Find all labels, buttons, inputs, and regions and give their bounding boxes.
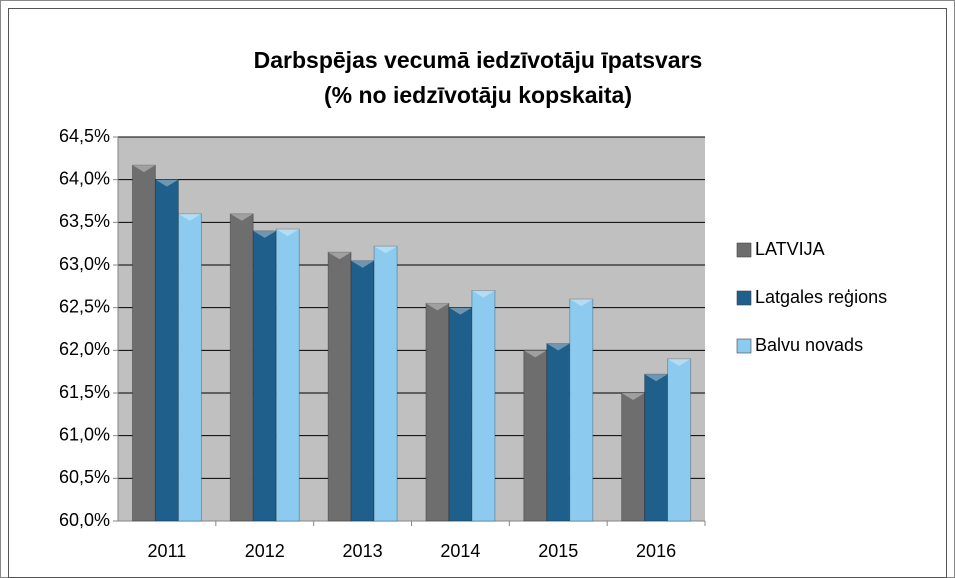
x-tick-label: 2012	[245, 541, 285, 561]
bar	[229, 213, 254, 522]
bar-bevel	[471, 290, 495, 298]
legend-label: LATVIJA	[755, 239, 825, 259]
bar	[350, 260, 375, 522]
x-tick-label: 2015	[538, 541, 578, 561]
legend-swatch	[736, 242, 752, 258]
legend-label: Balvu novads	[755, 335, 863, 355]
bar-bevel	[253, 230, 277, 238]
bar-bevel	[328, 252, 352, 260]
y-tick-label: 64,0%	[59, 168, 110, 188]
bar-bevel	[132, 165, 156, 173]
bar	[131, 164, 156, 522]
x-tick-label: 2014	[440, 541, 480, 561]
bar-bevel	[621, 393, 645, 400]
bar	[154, 179, 179, 522]
bar	[569, 298, 594, 522]
bar	[471, 290, 496, 522]
y-tick-label: 60,5%	[59, 467, 110, 487]
y-tick-label: 63,5%	[59, 211, 110, 231]
bar-bevel	[178, 213, 202, 221]
bar-bevel	[155, 179, 179, 187]
bar-bevel	[448, 307, 472, 315]
bar-bevel	[546, 343, 570, 351]
bar-bevel	[230, 213, 254, 221]
y-tick-label: 60,0%	[59, 510, 110, 530]
plot-area	[118, 137, 705, 521]
chart-subtitle: (% no iedzīvotāju kopskaita)	[324, 82, 632, 108]
bar	[275, 228, 300, 522]
legend-label: Latgales reģions	[755, 287, 887, 307]
bar-bevel	[523, 350, 547, 358]
bar	[448, 307, 473, 522]
bar	[644, 373, 669, 522]
bar	[621, 392, 646, 522]
y-tick-label: 63,0%	[59, 254, 110, 274]
bar	[425, 302, 450, 522]
chart-title: Darbspējas vecumā iedzīvotāju īpatsvars	[254, 47, 703, 73]
y-tick-label: 62,0%	[59, 339, 110, 359]
bar	[667, 358, 692, 522]
bar-bevel	[425, 303, 449, 311]
x-tick-label: 2016	[636, 541, 676, 561]
bar-bevel	[644, 374, 668, 382]
bar	[252, 230, 277, 522]
bar	[177, 213, 202, 522]
x-tick-label: 2011	[148, 541, 187, 561]
y-tick-label: 61,5%	[59, 382, 110, 402]
y-tick-label: 61,0%	[59, 424, 110, 444]
bar	[373, 245, 398, 522]
bar-bevel	[351, 260, 375, 268]
y-tick-label: 62,5%	[59, 296, 110, 316]
legend-swatch	[736, 338, 752, 354]
bar-bevel	[569, 299, 593, 307]
bar	[523, 349, 548, 522]
y-tick-label: 64,5%	[59, 126, 110, 146]
bar	[327, 251, 352, 522]
bar	[546, 343, 571, 522]
bar-bevel	[667, 358, 691, 366]
bar-bevel	[374, 246, 398, 254]
bar-bevel	[276, 229, 300, 237]
x-tick-label: 2013	[343, 541, 383, 561]
legend-swatch	[736, 290, 752, 306]
